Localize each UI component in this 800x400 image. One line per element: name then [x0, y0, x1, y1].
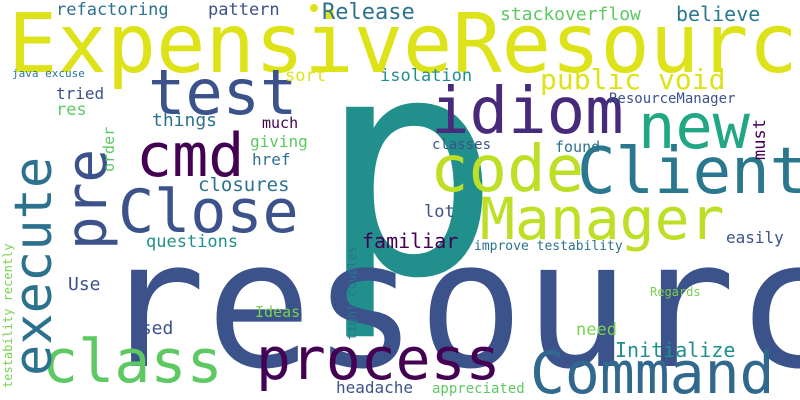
- word-easily: easily: [726, 228, 784, 247]
- word-testability-recently: testability recently: [1, 243, 15, 389]
- word-resource-manager: ResourceManager: [609, 91, 736, 107]
- word-test: test: [148, 56, 298, 129]
- word-close: Close: [118, 177, 299, 247]
- word-lot: lot: [424, 202, 455, 222]
- word-pattern: pattern: [208, 0, 280, 20]
- word-much: much: [262, 114, 299, 132]
- word-href: href: [252, 150, 291, 169]
- word-must: must: [750, 119, 770, 160]
- word-order: order: [100, 126, 118, 172]
- word-regards: Regards: [650, 285, 701, 299]
- word-familiar: familiar: [362, 229, 459, 253]
- word-java-excuse: java excuse: [12, 67, 85, 80]
- word-code: code: [430, 133, 585, 207]
- word-cmd: cmd: [136, 121, 245, 191]
- word-execute: execute: [4, 156, 64, 376]
- word-new: new: [638, 90, 750, 163]
- dot-mark: [310, 4, 318, 12]
- word-release: Release: [322, 0, 415, 25]
- word-things: things: [152, 110, 218, 131]
- word-giving: giving: [250, 132, 308, 151]
- word-initialize: Initialize: [615, 338, 736, 362]
- word-process: process: [256, 325, 501, 393]
- word-resource: resource: [100, 203, 800, 400]
- word-class: class: [42, 327, 223, 397]
- word-isolation: isolation: [380, 66, 473, 86]
- word-tight-couples: tight couples: [345, 246, 359, 340]
- word-p: p: [318, 0, 502, 345]
- word-improve-testability: improve testability: [474, 239, 623, 254]
- word-appreciated: appreciated: [432, 381, 525, 397]
- word-headache: headache: [336, 378, 414, 397]
- word-manager: Manager: [480, 185, 725, 253]
- word-refactoring: refactoring: [56, 0, 169, 20]
- word-used: used: [130, 318, 174, 339]
- word-classes: classes: [432, 137, 492, 153]
- word-questions: questions: [146, 232, 239, 252]
- word-believe: believe: [676, 2, 761, 26]
- word-closures: closures: [198, 174, 290, 196]
- word-res: res: [56, 100, 87, 120]
- word-need: need: [576, 320, 617, 340]
- word-ideas: Ideas: [255, 303, 301, 321]
- word-found: found: [555, 138, 601, 156]
- word-idiom: idiom: [431, 75, 624, 149]
- word-client: Client: [577, 135, 800, 209]
- word-use: Use: [68, 274, 101, 295]
- word-stackoverflow: stackoverflow: [500, 4, 641, 25]
- word-sort: sort: [285, 66, 326, 86]
- word-public-void: public void: [540, 63, 726, 96]
- word-expensive-resource: ExpensiveResource: [8, 0, 800, 92]
- word-tried: tried: [56, 84, 105, 103]
- word-command: Command: [530, 339, 775, 400]
